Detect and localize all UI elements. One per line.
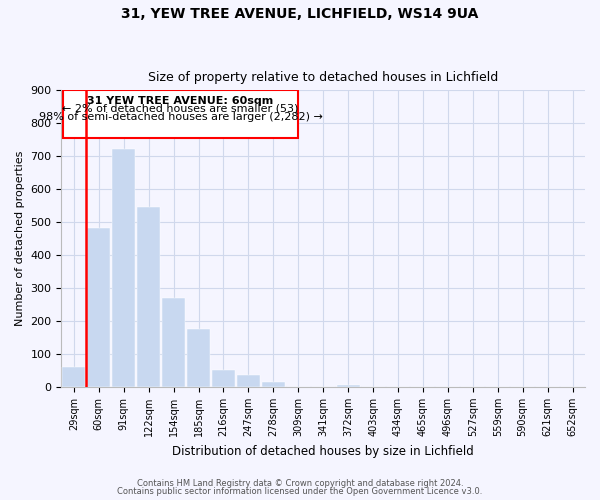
Bar xyxy=(62,367,85,387)
Text: 31 YEW TREE AVENUE: 60sqm: 31 YEW TREE AVENUE: 60sqm xyxy=(88,96,274,106)
Bar xyxy=(88,228,110,387)
Bar xyxy=(237,376,260,387)
Bar xyxy=(337,386,359,387)
Text: 31, YEW TREE AVENUE, LICHFIELD, WS14 9UA: 31, YEW TREE AVENUE, LICHFIELD, WS14 9UA xyxy=(121,8,479,22)
Text: ← 2% of detached houses are smaller (53): ← 2% of detached houses are smaller (53) xyxy=(62,104,299,114)
Bar xyxy=(62,90,298,138)
Text: 98% of semi-detached houses are larger (2,282) →: 98% of semi-detached houses are larger (… xyxy=(38,112,322,122)
Bar xyxy=(212,370,235,387)
Bar xyxy=(187,329,210,387)
Y-axis label: Number of detached properties: Number of detached properties xyxy=(15,150,25,326)
Bar xyxy=(112,150,135,387)
Title: Size of property relative to detached houses in Lichfield: Size of property relative to detached ho… xyxy=(148,72,499,85)
X-axis label: Distribution of detached houses by size in Lichfield: Distribution of detached houses by size … xyxy=(172,444,474,458)
Text: Contains public sector information licensed under the Open Government Licence v3: Contains public sector information licen… xyxy=(118,487,482,496)
Bar xyxy=(137,207,160,387)
Bar xyxy=(162,298,185,387)
Text: Contains HM Land Registry data © Crown copyright and database right 2024.: Contains HM Land Registry data © Crown c… xyxy=(137,478,463,488)
Bar xyxy=(262,382,285,387)
